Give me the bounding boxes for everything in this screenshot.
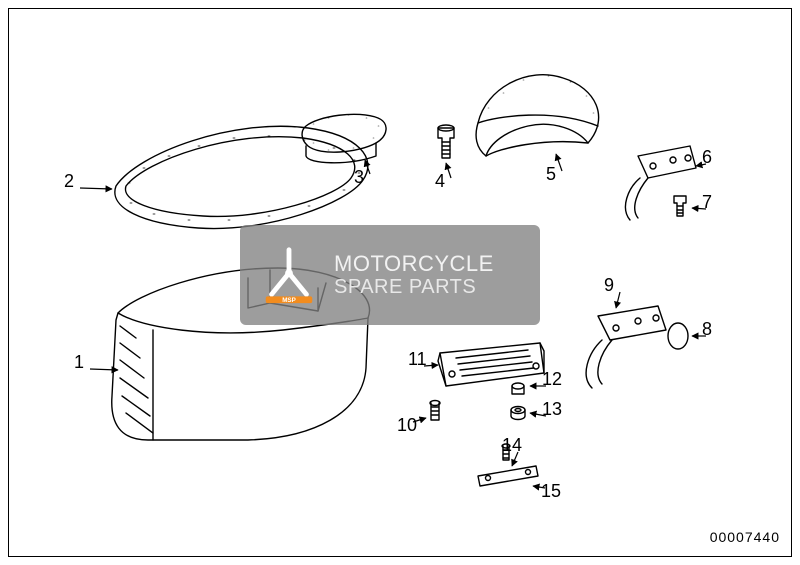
part-seat-hump xyxy=(476,75,599,156)
callout-label-2: 2 xyxy=(64,171,74,192)
part-bracket-upper xyxy=(625,146,696,220)
callout-label-15: 15 xyxy=(541,481,561,502)
watermark-badge: MSP MOTORCYCLE SPARE PARTS xyxy=(240,225,540,325)
callout-label-3: 3 xyxy=(354,167,364,188)
part-screw-10 xyxy=(430,401,440,421)
watermark-text: MOTORCYCLE SPARE PARTS xyxy=(334,251,494,299)
callout-label-6: 6 xyxy=(702,147,712,168)
document-number: 00007440 xyxy=(710,529,780,545)
part-bolt-4 xyxy=(438,125,454,158)
part-strap xyxy=(478,466,538,486)
watermark-line1: MOTORCYCLE xyxy=(334,251,494,276)
callout-leader-2 xyxy=(80,188,112,189)
callout-label-9: 9 xyxy=(604,275,614,296)
svg-text:MSP: MSP xyxy=(282,297,296,304)
callout-label-12: 12 xyxy=(542,369,562,390)
callout-label-11: 11 xyxy=(408,349,427,370)
callout-label-14: 14 xyxy=(502,435,522,456)
callout-label-13: 13 xyxy=(542,399,562,420)
part-nut-12 xyxy=(512,383,524,394)
part-ring-8 xyxy=(668,323,688,349)
part-gasket xyxy=(115,126,368,228)
callout-label-5: 5 xyxy=(546,164,556,185)
callout-label-4: 4 xyxy=(435,171,445,192)
callout-leader-5 xyxy=(556,154,562,171)
callout-label-10: 10 xyxy=(397,415,417,436)
callout-leader-4 xyxy=(446,163,451,178)
callout-label-1: 1 xyxy=(74,352,84,373)
part-washer-13 xyxy=(511,407,525,420)
watermark-line2: SPARE PARTS xyxy=(334,276,494,299)
part-bracket-lower xyxy=(586,306,666,388)
part-tray xyxy=(438,343,544,386)
callout-label-7: 7 xyxy=(702,192,712,213)
watermark-logo: MSP xyxy=(258,244,320,306)
part-screw-7 xyxy=(674,196,686,216)
callout-leader-9 xyxy=(616,292,620,308)
part-pad-small xyxy=(302,114,386,162)
callout-label-8: 8 xyxy=(702,319,712,340)
